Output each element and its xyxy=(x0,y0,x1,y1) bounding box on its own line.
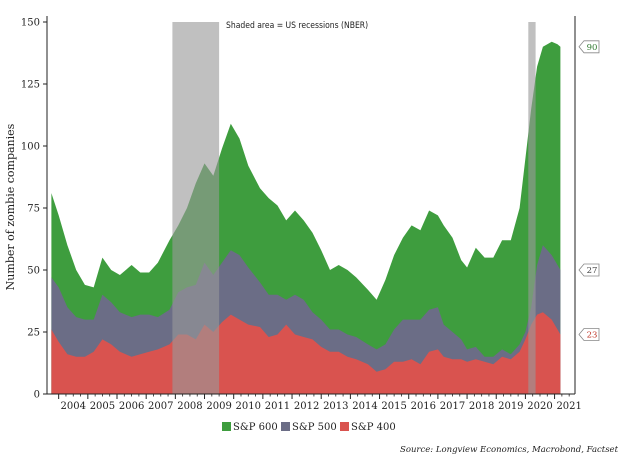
x-tick-label-2020: 2020 xyxy=(527,401,552,412)
x-tick-label-2012: 2012 xyxy=(294,401,319,412)
x-tick-label-2008: 2008 xyxy=(177,401,202,412)
x-tick-label-2004: 2004 xyxy=(61,401,86,412)
x-tick-label-2007: 2007 xyxy=(148,401,173,412)
end-labels-group: 90 27 23 xyxy=(578,40,600,341)
y-tick-label-0: 0 xyxy=(34,390,40,401)
end-callout-s-p-600 xyxy=(578,40,600,54)
end-value-s-p-600: 90 xyxy=(587,43,598,53)
legend-label-s-p-500: S&P 500 xyxy=(292,422,337,433)
y-axis-title: Number of zombie companies xyxy=(4,123,17,290)
recession-annotation: Shaded area = US recessions (NBER) xyxy=(226,21,368,31)
legend-swatch-s-p-600 xyxy=(222,422,231,431)
x-tick-label-2016: 2016 xyxy=(411,401,436,412)
x-tick-label-2019: 2019 xyxy=(498,401,523,412)
y-tick-label-125: 125 xyxy=(21,80,40,91)
x-tick-label-2021: 2021 xyxy=(556,401,581,412)
end-value-s-p-500: 27 xyxy=(587,266,598,276)
end-callout-s-p-400 xyxy=(578,328,600,341)
x-ticks-group: 2004 2005 2006 2007 2008 2009 2010 2011 2012 2013… xyxy=(58,394,582,412)
recession-bands xyxy=(172,22,536,394)
x-tick-label-2013: 2013 xyxy=(323,401,348,412)
x-tick-label-2005: 2005 xyxy=(90,401,115,412)
x-tick-label-2015: 2015 xyxy=(381,401,406,412)
recession-band-2 xyxy=(528,22,536,394)
y-tick-label-50: 50 xyxy=(27,266,40,277)
x-tick-label-2014: 2014 xyxy=(352,401,377,412)
x-tick-label-2006: 2006 xyxy=(119,401,144,412)
y-tick-label-100: 100 xyxy=(21,142,40,153)
area-series-group xyxy=(51,41,561,395)
axes-group xyxy=(46,16,576,395)
legend: S&P 600 S&P 500 S&P 400 xyxy=(222,422,396,433)
y-tick-label-150: 150 xyxy=(21,18,40,29)
y-tick-label-75: 75 xyxy=(27,204,40,215)
source-note: Source: Longview Economics, Macrobond, F… xyxy=(400,445,619,455)
legend-swatch-s-p-500 xyxy=(281,422,290,431)
end-callout-s-p-500 xyxy=(578,263,600,277)
x-tick-label-2011: 2011 xyxy=(265,401,290,412)
end-value-s-p-400: 23 xyxy=(587,330,598,340)
y-ticks-group: 0 25 50 75 100 125 150 xyxy=(21,18,47,401)
recession-band-1 xyxy=(172,22,220,394)
y-tick-label-25: 25 xyxy=(27,328,40,339)
x-tick-label-2017: 2017 xyxy=(440,401,465,412)
legend-label-s-p-400: S&P 400 xyxy=(351,422,396,433)
x-tick-label-2018: 2018 xyxy=(469,401,494,412)
x-tick-label-2009: 2009 xyxy=(206,401,231,412)
legend-label-s-p-600: S&P 600 xyxy=(233,422,278,433)
legend-swatch-s-p-400 xyxy=(340,422,349,431)
x-tick-label-2010: 2010 xyxy=(236,401,261,412)
